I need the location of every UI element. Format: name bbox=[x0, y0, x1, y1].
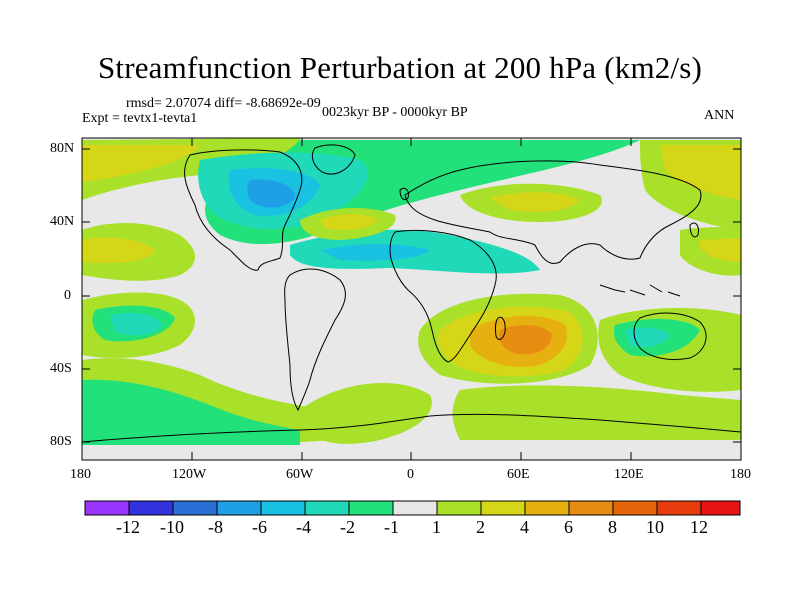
lon-label-180e: 180 bbox=[730, 467, 751, 482]
colorbar-label-2: -8 bbox=[208, 517, 223, 537]
contour-tropical-negative-core bbox=[110, 313, 162, 336]
antarctica-outline bbox=[82, 413, 741, 443]
africa-outline bbox=[389, 229, 497, 363]
lon-label-0: 0 bbox=[407, 467, 414, 482]
colorbar-box-14 bbox=[700, 500, 741, 516]
contour-pacific-positive-east-core bbox=[700, 238, 741, 262]
colorbar-box-11 bbox=[568, 500, 614, 516]
colorbar-box-0 bbox=[84, 500, 130, 516]
colorbar-label-10: 6 bbox=[564, 517, 573, 537]
colorbar-box-9 bbox=[480, 500, 526, 516]
colorbar-box-5 bbox=[304, 500, 350, 516]
contour-asia-positive-core bbox=[490, 192, 580, 212]
lat-label-40s: 40S bbox=[50, 361, 72, 376]
south-america-outline bbox=[284, 268, 346, 412]
lat-label-80n: 80N bbox=[50, 141, 75, 156]
colorbar-label-13: 12 bbox=[690, 517, 708, 537]
field-contours bbox=[82, 138, 741, 460]
contour-midlat-positive-west-core bbox=[82, 237, 155, 264]
lon-label-120e: 120E bbox=[614, 467, 644, 482]
colorbar-label-11: 8 bbox=[608, 517, 617, 537]
colorbar-box-3 bbox=[216, 500, 262, 516]
contour-north-negative-peak bbox=[247, 179, 295, 208]
colorbar-box-8 bbox=[436, 500, 482, 516]
indonesia-outline bbox=[599, 284, 681, 297]
plot-title: Streamfunction Perturbation at 200 hPa (… bbox=[97, 50, 703, 85]
colorbar-box-4 bbox=[260, 500, 306, 516]
contour-south-indian-negative bbox=[452, 385, 741, 440]
colorbar-box-2 bbox=[172, 500, 218, 516]
contour-north-positive-core bbox=[82, 145, 200, 182]
colorbar-box-12 bbox=[612, 500, 658, 516]
colorbar-box-1 bbox=[128, 500, 174, 516]
colorbar-box-7 bbox=[392, 500, 438, 516]
colorbar-label-3: -6 bbox=[252, 517, 267, 537]
season-label: ANN bbox=[704, 108, 735, 123]
contour-south-positive-core bbox=[498, 325, 552, 355]
coastlines bbox=[82, 144, 741, 443]
colorbar-box-13 bbox=[656, 500, 702, 516]
period-label: 0023kyr BP - 0000kyr BP bbox=[322, 105, 468, 120]
colorbar-box-10 bbox=[524, 500, 570, 516]
lon-label-60e: 60E bbox=[507, 467, 530, 482]
lon-label-120w: 120W bbox=[172, 467, 207, 482]
colorbar-label-12: 10 bbox=[646, 517, 664, 537]
lat-label-0: 0 bbox=[64, 288, 71, 303]
colorbar-label-5: -2 bbox=[340, 517, 355, 537]
madagascar-outline bbox=[494, 316, 506, 340]
colorbar bbox=[84, 500, 741, 516]
contour-atlantic-negative-core bbox=[320, 244, 430, 261]
colorbar-box-6 bbox=[348, 500, 394, 516]
japan-outline bbox=[689, 222, 699, 238]
contour-south-pacific-inner bbox=[82, 379, 300, 445]
uk-outline bbox=[399, 187, 409, 201]
contour-south-atlantic-positive bbox=[300, 383, 432, 444]
lon-label-180w: 180 bbox=[70, 467, 91, 482]
experiment-label: Expt = tevtx1-tevta1 bbox=[82, 111, 198, 126]
north-america-outline bbox=[184, 149, 303, 271]
colorbar-label-1: -10 bbox=[160, 517, 184, 537]
colorbar-label-9: 4 bbox=[520, 517, 529, 537]
australia-outline bbox=[633, 312, 707, 361]
lat-label-40n: 40N bbox=[50, 214, 75, 229]
colorbar-label-8: 2 bbox=[476, 517, 485, 537]
contour-north-positive-east-core bbox=[660, 145, 741, 200]
colorbar-label-4: -4 bbox=[296, 517, 311, 537]
axis-ticks bbox=[82, 138, 741, 460]
contour-atlantic-positive-core bbox=[320, 214, 378, 230]
lat-label-80s: 80S bbox=[50, 434, 72, 449]
eurasia-outline bbox=[404, 160, 702, 264]
lon-label-60w: 60W bbox=[286, 467, 314, 482]
colorbar-label-0: -12 bbox=[116, 517, 140, 537]
stats-text: rmsd= 2.07074 diff= -8.68692e-09 bbox=[126, 96, 321, 111]
greenland-outline bbox=[311, 144, 356, 175]
colorbar-label-7: 1 bbox=[432, 517, 441, 537]
colorbar-label-6: -1 bbox=[384, 517, 399, 537]
